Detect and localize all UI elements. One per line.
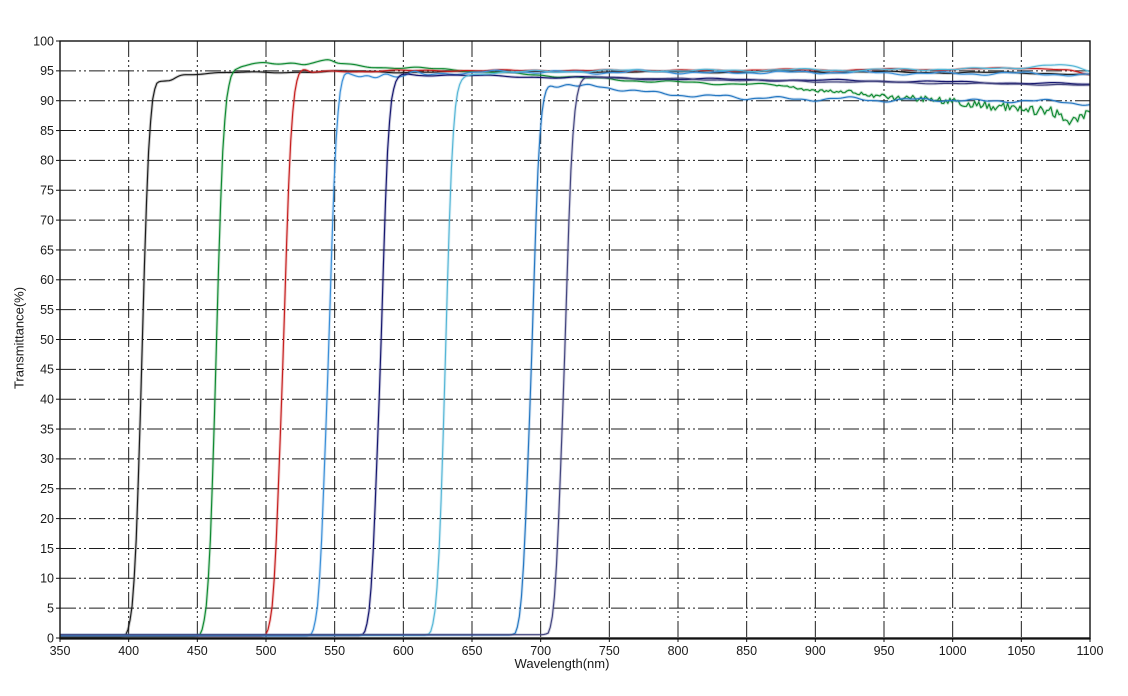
x-tick-label: 750	[599, 644, 620, 658]
y-tick-label: 45	[40, 363, 54, 377]
y-tick-label: 40	[40, 393, 54, 407]
x-tick-label: 450	[187, 644, 208, 658]
series-6-curve	[60, 64, 1091, 636]
y-tick-label: 0	[47, 631, 54, 645]
x-tick-label: 550	[324, 644, 345, 658]
x-tick-label: 800	[668, 644, 689, 658]
series-7-halo	[60, 82, 1091, 637]
x-tick-label: 850	[736, 644, 757, 658]
y-tick-label: 35	[40, 422, 54, 436]
y-tick-label: 25	[40, 482, 54, 496]
y-tick-label: 95	[40, 64, 54, 78]
series-2-curve	[60, 59, 1091, 638]
tick-labels: 350 400 450 500 550 600 650 700 750 800 850 900 950 1…	[33, 34, 1103, 658]
y-tick-label: 75	[40, 184, 54, 198]
x-tick-label: 900	[805, 644, 826, 658]
y-tick-label: 55	[40, 303, 54, 317]
y-tick-label: 15	[40, 542, 54, 556]
y-tick-label: 20	[40, 512, 54, 526]
x-tick-label: 1000	[939, 644, 967, 658]
x-axis-title: Wavelength(nm)	[514, 656, 610, 671]
grid	[60, 41, 1090, 638]
y-tick-label: 50	[40, 333, 54, 347]
series-5-curve	[60, 73, 1091, 637]
series-4-halo	[60, 68, 1091, 638]
series-7-curve	[60, 83, 1091, 636]
series-1-curve	[60, 70, 1091, 638]
series-4-curve	[60, 69, 1091, 637]
series-2-halo	[60, 58, 1091, 639]
x-tick-label: 500	[256, 644, 277, 658]
series-3-curve	[60, 67, 1091, 637]
x-tick-label: 400	[118, 644, 139, 658]
x-tick-label: 650	[462, 644, 483, 658]
y-tick-label: 90	[40, 94, 54, 108]
series-curves	[60, 58, 1091, 639]
x-tick-label: 700	[530, 644, 551, 658]
y-tick-label: 10	[40, 572, 54, 586]
x-tick-label: 1050	[1007, 644, 1035, 658]
y-tick-label: 80	[40, 154, 54, 168]
x-tick-label: 1100	[1077, 644, 1104, 658]
y-axis-title: Transmittance(%)	[11, 286, 27, 390]
y-tick-label: 85	[40, 124, 54, 138]
x-tick-label: 600	[393, 644, 414, 658]
series-3-halo	[60, 66, 1091, 638]
series-5-halo	[60, 72, 1091, 638]
y-tick-label: 70	[40, 213, 54, 227]
y-tick-label: 60	[40, 273, 54, 287]
y-tick-label: 100	[33, 34, 54, 48]
series-8-curve	[60, 76, 1091, 636]
x-tick-label: 950	[874, 644, 895, 658]
series-1-halo	[60, 69, 1091, 639]
y-tick-label: 30	[40, 452, 54, 466]
y-tick-label: 65	[40, 243, 54, 257]
y-tick-label: 5	[47, 601, 54, 615]
series-6-halo	[60, 63, 1091, 637]
x-tick-label: 350	[50, 644, 71, 658]
